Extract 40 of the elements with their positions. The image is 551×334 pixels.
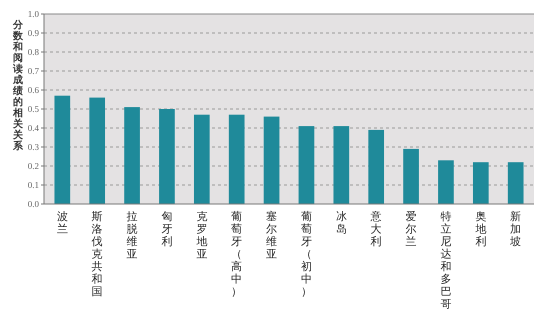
x-tick-label: 克罗地亚	[195, 210, 208, 260]
bar	[264, 116, 280, 204]
y-tick-label: 0.4	[28, 123, 40, 134]
y-tick-label: 0.3	[28, 142, 40, 152]
y-tick-label: 0.5	[28, 104, 40, 114]
y-tick-label: 0.8	[28, 47, 40, 58]
x-tick-label: 波兰	[56, 210, 68, 236]
bar	[368, 130, 384, 204]
bar	[472, 162, 489, 204]
bar	[194, 114, 210, 204]
text: 分数和阅读成绩的相关关系	[13, 20, 23, 152]
bar	[159, 109, 175, 204]
x-tick-label: 意大利	[370, 210, 382, 248]
bar	[124, 107, 140, 204]
y-tick-label: 1.0	[28, 9, 40, 20]
y-tick-label: 0.0	[28, 199, 40, 210]
x-tick-label: 爱尔兰	[406, 210, 417, 248]
x-tick-label: 奥地利	[474, 210, 486, 248]
bar	[228, 114, 245, 204]
bar	[298, 126, 314, 204]
y-tick-label: 0.9	[28, 28, 40, 38]
x-tick-label: 拉脱维亚	[126, 210, 138, 260]
bar	[333, 126, 350, 204]
y-tick-label: 0.2	[28, 161, 39, 172]
bar	[508, 162, 524, 204]
x-tick-label: 葡萄牙（初中）	[300, 210, 312, 298]
bar	[438, 160, 454, 204]
x-tick-label: 斯洛伐克共和国	[92, 210, 103, 298]
bar	[403, 148, 419, 204]
x-tick-label: 新加坡	[509, 210, 522, 248]
y-tick-label: 0.6	[28, 85, 40, 96]
y-tick-label: 0.1	[28, 180, 39, 190]
bar	[89, 98, 106, 204]
x-tick-label: 葡萄牙（高中）	[231, 210, 242, 298]
x-tick-label: 冰岛	[336, 210, 347, 236]
x-tick-label: 匈牙利	[161, 210, 172, 248]
x-tick-label: 特立尼达和多巴哥	[440, 210, 452, 310]
bar	[54, 96, 70, 204]
y-tick-label: 0.7	[28, 66, 40, 76]
x-tick-label: 塞尔维亚	[266, 210, 278, 260]
